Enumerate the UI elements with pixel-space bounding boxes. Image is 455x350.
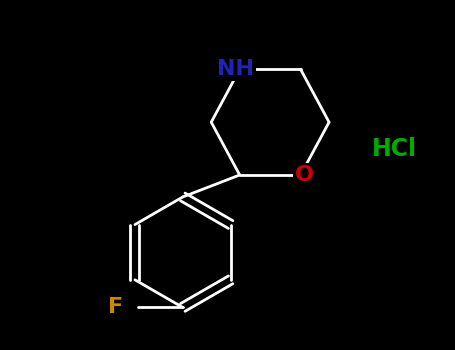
Text: HCl: HCl xyxy=(371,137,417,161)
Text: NH: NH xyxy=(217,60,254,79)
Text: O: O xyxy=(295,165,314,185)
Text: F: F xyxy=(108,298,123,317)
